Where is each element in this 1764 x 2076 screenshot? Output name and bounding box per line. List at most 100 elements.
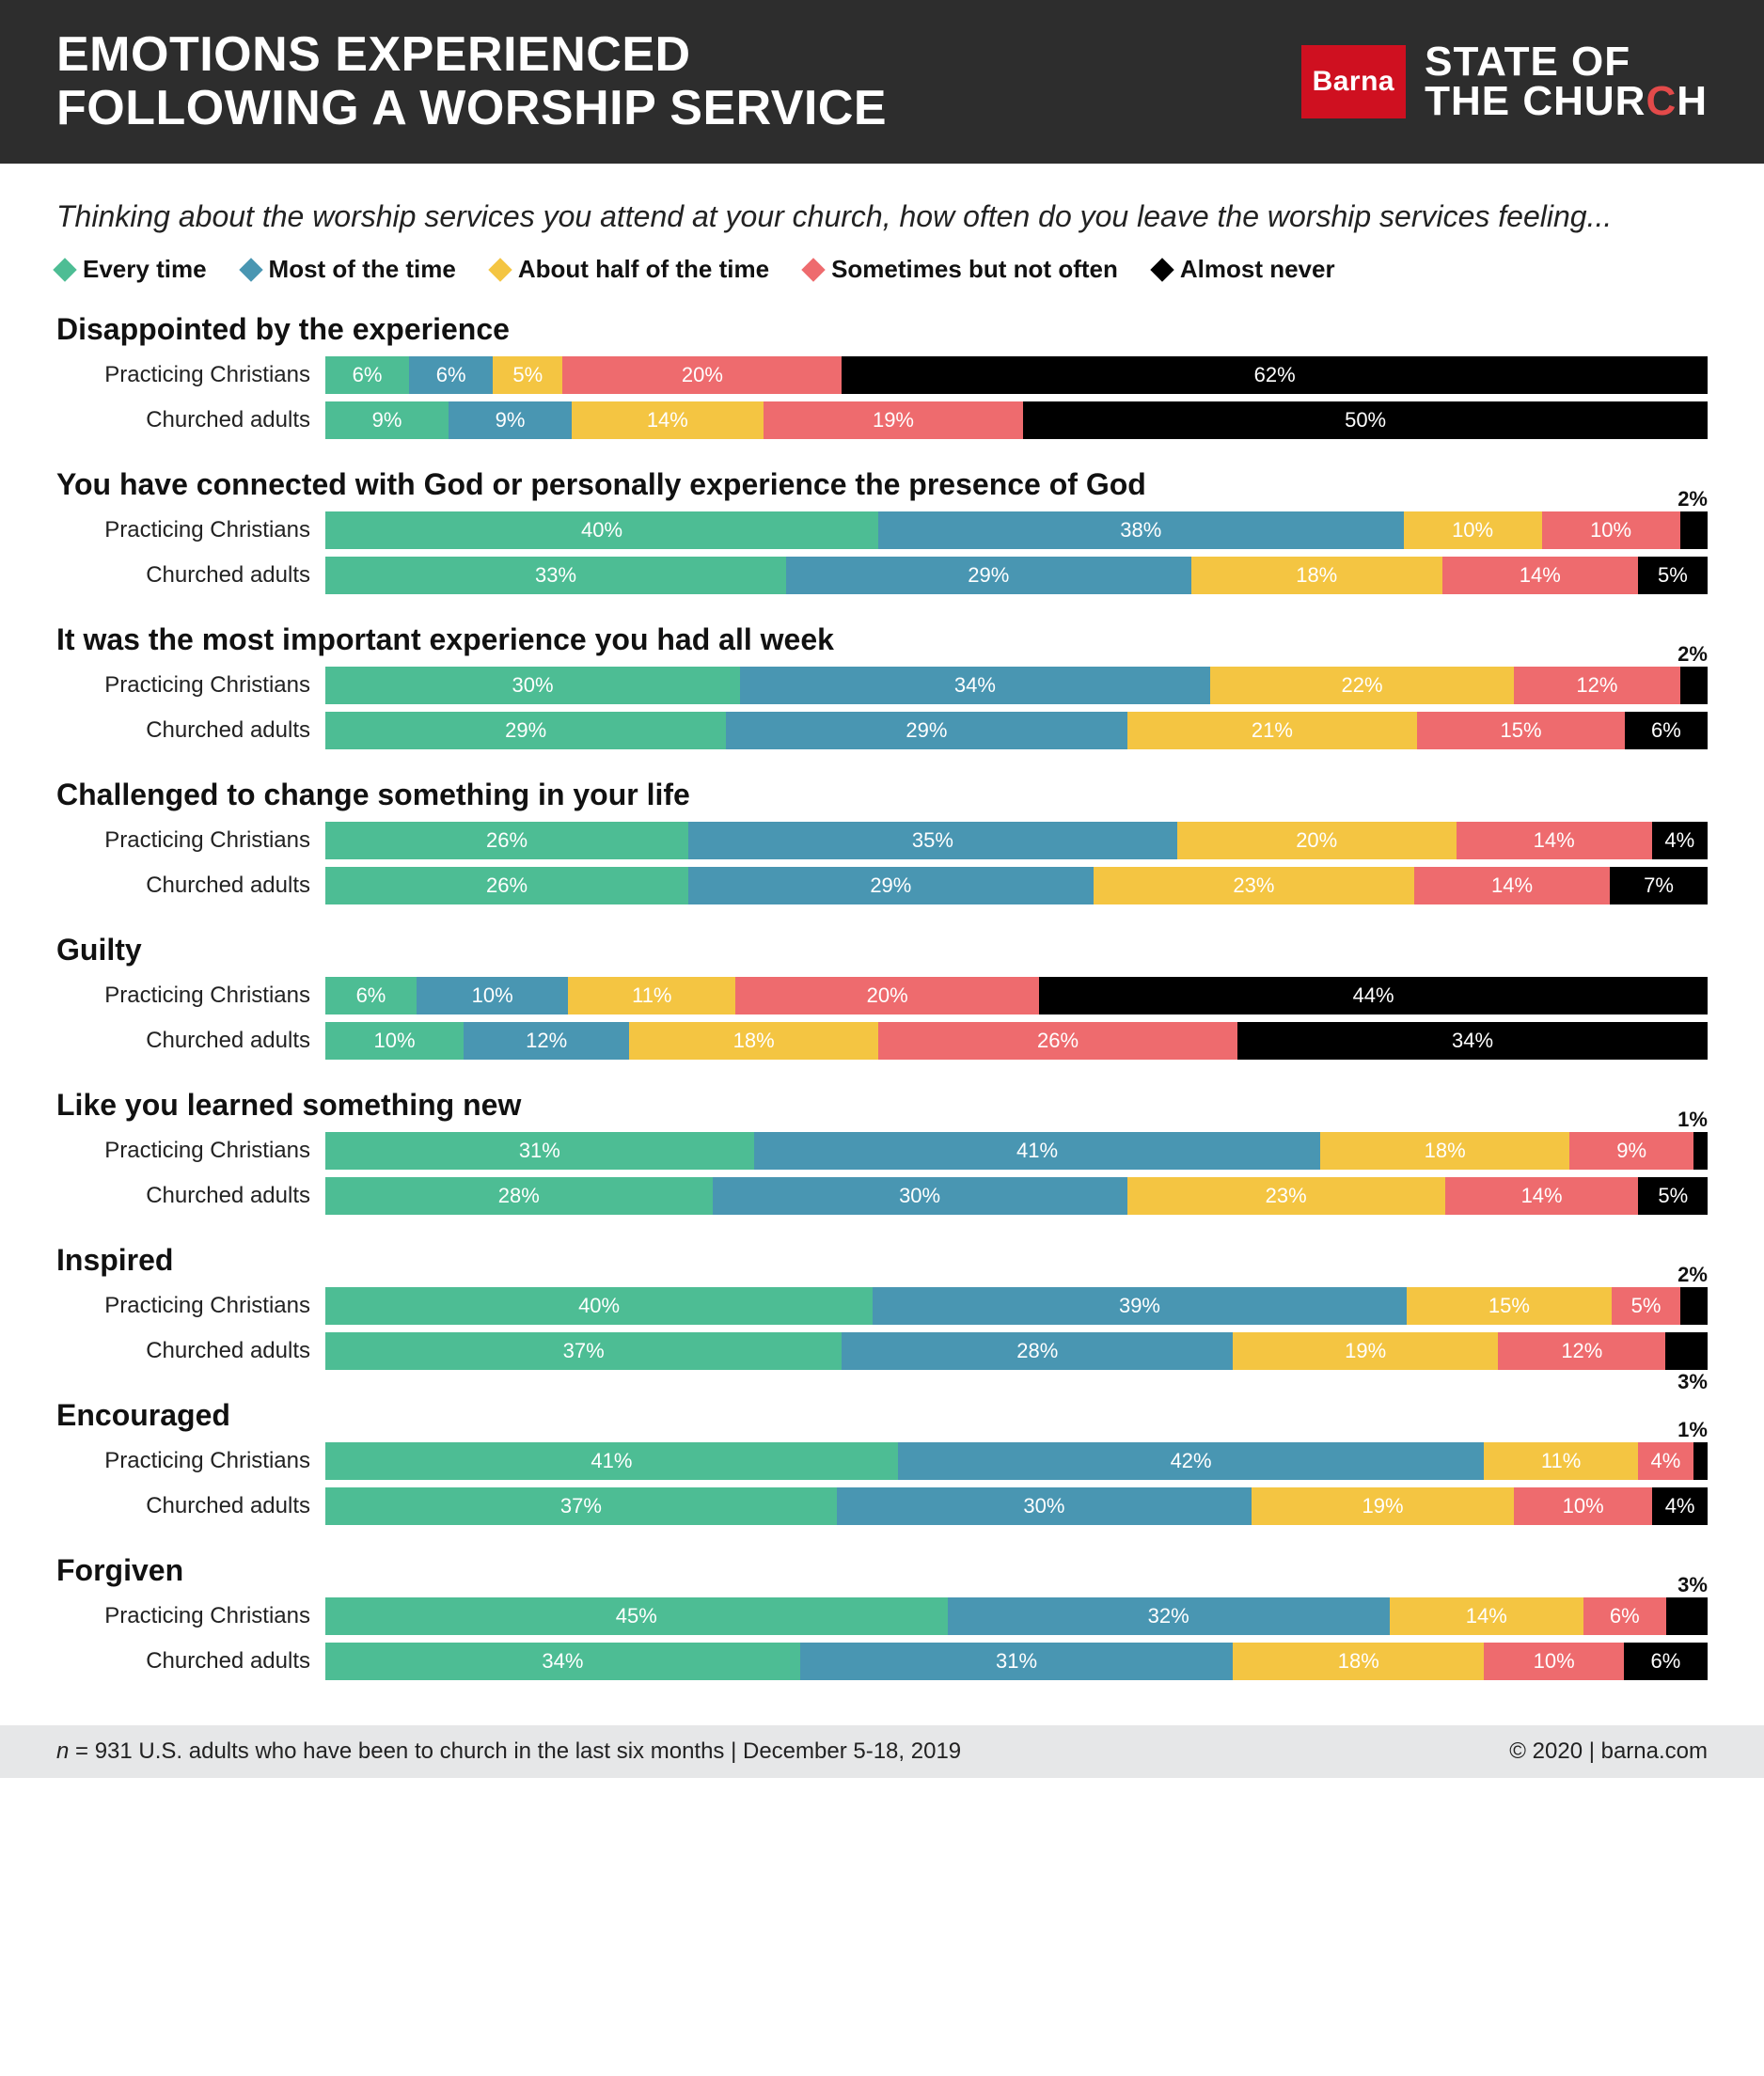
segment-value-label: 29% xyxy=(968,563,1009,588)
segment-value-label: 12% xyxy=(1576,673,1617,698)
bar-segment: 5% xyxy=(493,356,562,394)
bar-segment: 9% xyxy=(449,401,572,439)
chart-group: InspiredPracticing Christians40%39%15%5%… xyxy=(56,1243,1708,1370)
bar-segment: 5% xyxy=(1612,1287,1680,1325)
bar-segment: 42% xyxy=(898,1442,1485,1480)
segment-value-label: 6% xyxy=(356,983,386,1008)
segment-value-label: 14% xyxy=(1521,1184,1563,1208)
legend-label: Sometimes but not often xyxy=(831,255,1118,284)
bar-segment: 19% xyxy=(764,401,1024,439)
header: EMOTIONS EXPERIENCED FOLLOWING A WORSHIP… xyxy=(0,0,1764,164)
bar-segment: 18% xyxy=(1320,1132,1569,1170)
bar-segment: 5% xyxy=(1638,557,1708,594)
legend: Every timeMost of the timeAbout half of … xyxy=(56,255,1708,284)
segment-value-label: 15% xyxy=(1501,718,1542,743)
bar-segment: 2% xyxy=(1680,667,1708,704)
segment-value-label: 44% xyxy=(1353,983,1394,1008)
chart-row: Practicing Christians40%38%10%10%2% xyxy=(56,511,1708,549)
bar-segment: 34% xyxy=(740,667,1210,704)
segment-value-label: 10% xyxy=(1590,518,1631,543)
bar-segment: 41% xyxy=(325,1442,898,1480)
bar-segment: 11% xyxy=(1484,1442,1637,1480)
segment-value-label: 41% xyxy=(591,1449,632,1473)
bar-segment: 19% xyxy=(1252,1487,1514,1525)
bar-segment: 34% xyxy=(325,1643,800,1680)
bar-segment: 26% xyxy=(878,1022,1237,1060)
segment-value-label: 18% xyxy=(1296,563,1337,588)
segment-value-label: 14% xyxy=(1491,873,1533,898)
chart-group: ForgivenPracticing Christians45%32%14%6%… xyxy=(56,1553,1708,1680)
segment-value-label: 42% xyxy=(1171,1449,1212,1473)
legend-item: Every time xyxy=(56,255,207,284)
segment-value-label: 29% xyxy=(906,718,947,743)
segment-value-label: 41% xyxy=(1016,1139,1058,1163)
barna-logo: Barna xyxy=(1301,45,1407,118)
row-label: Practicing Christians xyxy=(56,1603,325,1629)
stacked-bar: 40%38%10%10%2% xyxy=(325,511,1708,549)
stacked-bar: 29%29%21%15%6% xyxy=(325,712,1708,749)
segment-value-label: 9% xyxy=(372,408,402,432)
bar-segment: 31% xyxy=(325,1132,754,1170)
chart-title: EMOTIONS EXPERIENCED FOLLOWING A WORSHIP… xyxy=(56,28,887,135)
legend-swatch xyxy=(1150,258,1173,281)
bar-segment: 4% xyxy=(1652,1487,1708,1525)
segment-value-label: 19% xyxy=(1362,1494,1404,1518)
segment-value-label: 30% xyxy=(512,673,553,698)
row-label: Churched adults xyxy=(56,562,325,589)
chart-row: Practicing Christians31%41%18%9%1% xyxy=(56,1132,1708,1170)
chart-row: Practicing Christians41%42%11%4%1% xyxy=(56,1442,1708,1480)
segment-value-label: 10% xyxy=(1452,518,1493,543)
stacked-bar: 26%29%23%14%7% xyxy=(325,867,1708,904)
chart-row: Churched adults37%30%19%10%4% xyxy=(56,1487,1708,1525)
bar-segment: 15% xyxy=(1407,1287,1612,1325)
legend-swatch xyxy=(801,258,825,281)
segment-value-label: 33% xyxy=(535,563,576,588)
bar-segment: 10% xyxy=(1514,1487,1652,1525)
bar-segment: 14% xyxy=(1457,822,1652,859)
segment-value-label: 6% xyxy=(1610,1604,1640,1628)
segment-value-label: 11% xyxy=(632,983,671,1008)
bar-segment: 31% xyxy=(800,1643,1233,1680)
bar-segment: 6% xyxy=(1624,1643,1708,1680)
segment-value-label: 6% xyxy=(436,363,466,387)
bar-segment: 18% xyxy=(629,1022,878,1060)
prompt-text: Thinking about the worship services you … xyxy=(56,199,1708,234)
segment-value-label: 31% xyxy=(519,1139,560,1163)
row-label: Churched adults xyxy=(56,717,325,744)
chart-row: Practicing Christians40%39%15%5%2% xyxy=(56,1287,1708,1325)
segment-value-label: 40% xyxy=(581,518,622,543)
stacked-bar: 26%35%20%14%4% xyxy=(325,822,1708,859)
bar-segment: 62% xyxy=(842,356,1708,394)
chart-groups: Disappointed by the experience Practicing… xyxy=(56,312,1708,1680)
segment-value-label: 50% xyxy=(1345,408,1386,432)
bar-segment: 10% xyxy=(1404,511,1542,549)
bar-segment: 10% xyxy=(325,1022,464,1060)
segment-value-label: 9% xyxy=(496,408,526,432)
bar-segment: 40% xyxy=(325,511,878,549)
segment-value-label: 35% xyxy=(912,828,953,853)
bar-segment: 38% xyxy=(878,511,1404,549)
segment-value-label: 30% xyxy=(1023,1494,1064,1518)
stacked-bar: 34%31%18%10%6% xyxy=(325,1643,1708,1680)
segment-value-label: 12% xyxy=(526,1029,567,1053)
segment-value-label: 6% xyxy=(1651,718,1681,743)
chart-row: Churched adults29%29%21%15%6% xyxy=(56,712,1708,749)
row-label: Churched adults xyxy=(56,1183,325,1209)
bar-segment: 19% xyxy=(1233,1332,1498,1370)
bar-segment: 3% xyxy=(1666,1597,1708,1635)
bar-segment: 4% xyxy=(1638,1442,1693,1480)
row-label: Practicing Christians xyxy=(56,362,325,388)
bar-segment: 44% xyxy=(1039,977,1708,1014)
bar-segment: 20% xyxy=(735,977,1039,1014)
bar-segment: 6% xyxy=(409,356,493,394)
segment-value-label: 19% xyxy=(873,408,914,432)
group-title: Disappointed by the experience xyxy=(56,312,1708,347)
segment-value-label: 11% xyxy=(1541,1449,1581,1473)
bar-segment: 3% xyxy=(1665,1332,1708,1370)
bar-segment: 37% xyxy=(325,1332,842,1370)
row-label: Practicing Christians xyxy=(56,672,325,699)
bar-segment: 32% xyxy=(948,1597,1390,1635)
segment-value-label: 23% xyxy=(1266,1184,1307,1208)
bar-segment: 20% xyxy=(1177,822,1457,859)
chart-row: Churched adults34%31%18%10%6% xyxy=(56,1643,1708,1680)
